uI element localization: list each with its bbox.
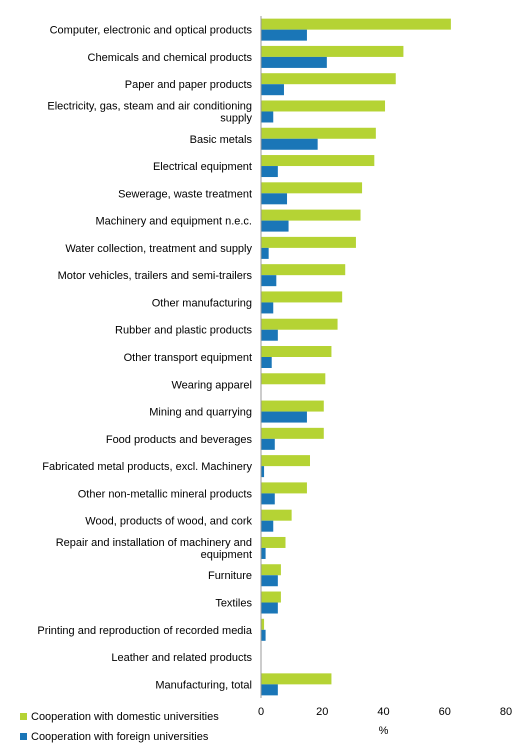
category-label: Water collection, treatment and supply [65,243,252,255]
bar-foreign-16 [261,466,265,478]
bar-domestic-13 [261,373,326,385]
category-label: Mining and quarrying [149,407,252,419]
legend-label-foreign: Cooperation with foreign universities [31,731,209,743]
x-axis-title: % [379,725,389,737]
bar-foreign-7 [261,220,289,232]
bars-group [261,18,451,696]
category-label: Other transport equipment [124,352,252,364]
bar-domestic-8 [261,236,356,248]
bar-foreign-0 [261,29,307,41]
category-label: Other non-metallic mineral products [78,488,253,500]
category-label: Printing and reproduction of recorded me… [37,625,253,637]
bar-foreign-6 [261,193,288,205]
category-label: Leather and related products [111,652,252,664]
bar-domestic-2 [261,73,396,85]
x-tick-label: 0 [258,706,264,718]
bar-foreign-4 [261,138,318,150]
bar-domestic-7 [261,209,361,221]
bar-foreign-5 [261,166,278,178]
bar-foreign-20 [261,575,278,587]
bar-foreign-12 [261,357,272,368]
bar-foreign-8 [261,247,269,259]
bar-foreign-10 [261,302,274,314]
bar-domestic-11 [261,318,338,330]
bar-foreign-9 [261,275,277,287]
category-label: Food products and beverages [106,434,253,446]
bar-domestic-15 [261,427,324,439]
bar-domestic-4 [261,127,376,139]
bar-domestic-9 [261,264,346,276]
legend-label-domestic: Cooperation with domestic universities [31,711,219,723]
bar-domestic-24 [261,673,332,685]
bar-foreign-19 [261,547,266,559]
bar-domestic-17 [261,482,307,494]
bar-foreign-2 [261,84,284,96]
x-tick-label: 20 [316,706,328,718]
category-label: Wearing apparel [171,379,252,391]
bar-foreign-22 [261,629,266,641]
x-tick-label: 40 [377,706,389,718]
category-label: Machinery and equipment n.e.c. [95,216,252,228]
category-label: Manufacturing, total [155,679,252,691]
category-label: Computer, electronic and optical product… [50,25,253,37]
bar-domestic-21 [261,591,281,603]
bar-domestic-12 [261,346,332,357]
category-labels-group: Computer, electronic and optical product… [37,25,253,692]
bar-domestic-18 [261,509,292,521]
bar-domestic-5 [261,155,375,167]
category-label: Sewerage, waste treatment [118,188,252,200]
bar-foreign-3 [261,111,274,123]
bar-foreign-1 [261,56,327,68]
bar-domestic-0 [261,18,451,30]
bar-domestic-10 [261,291,343,303]
legend-swatch-foreign [20,733,27,740]
category-label: Textiles [215,598,252,610]
category-label: Wood, products of wood, and cork [85,516,252,528]
bar-domestic-6 [261,182,363,194]
bar-domestic-16 [261,455,310,467]
category-label: Electrical equipment [153,161,252,173]
category-label: Furniture [208,570,252,582]
bar-foreign-15 [261,438,275,450]
legend-swatch-domestic [20,713,27,720]
bar-domestic-22 [261,618,265,630]
category-label: Rubber and plastic products [115,325,252,337]
bar-foreign-24 [261,684,278,696]
category-label: Motor vehicles, trailers and semi-traile… [58,270,253,282]
legend-group: Cooperation with domestic universities Co… [20,711,219,743]
x-tick-label: 80 [500,706,512,718]
bar-domestic-19 [261,536,286,548]
bar-foreign-11 [261,329,278,341]
bar-foreign-21 [261,602,278,614]
bar-foreign-18 [261,520,274,532]
category-label: Repair and installation of machinery and… [56,537,252,561]
category-label: Electricity, gas, steam and air conditio… [47,100,252,124]
bar-domestic-1 [261,45,404,57]
bar-foreign-17 [261,493,275,505]
category-label: Fabricated metal products, excl. Machine… [42,461,252,473]
bar-foreign-14 [261,411,307,423]
category-label: Basic metals [190,134,253,146]
bar-domestic-20 [261,564,281,576]
x-tick-label: 60 [439,706,451,718]
category-label: Chemicals and chemical products [88,52,253,64]
bar-domestic-3 [261,100,386,112]
bar-domestic-14 [261,400,324,412]
category-label: Paper and paper products [125,79,253,91]
x-axis-group: 0 20 40 60 80% [258,16,512,737]
category-label: Other manufacturing [152,297,252,309]
